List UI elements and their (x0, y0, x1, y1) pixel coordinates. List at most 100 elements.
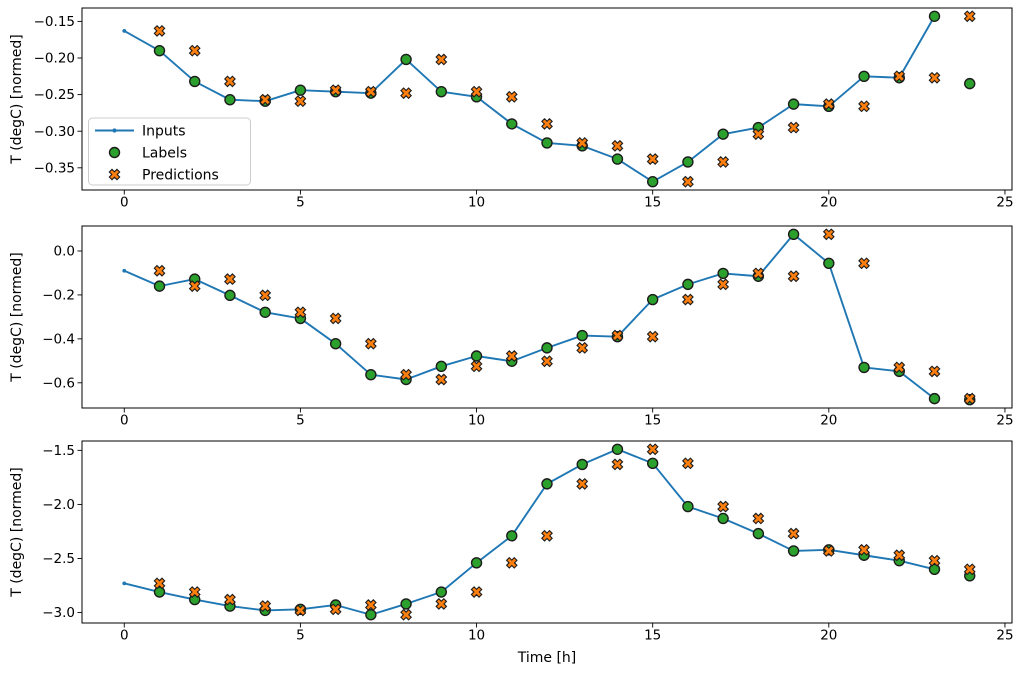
label-circle-marker (153, 586, 166, 598)
prediction-x-marker (400, 368, 413, 381)
prediction-x-marker (259, 93, 272, 106)
prediction-x-marker (435, 53, 448, 66)
legend-predictions-x (108, 168, 121, 181)
prediction-x-marker (188, 586, 201, 598)
prediction-x-marker (470, 85, 483, 98)
prediction-x-marker (646, 443, 659, 456)
label-circle-marker (787, 228, 800, 240)
prediction-x-marker (435, 597, 448, 610)
labels-scatter (153, 10, 976, 188)
x-axis-1: 0 5 10 15 20 25 (120, 408, 1014, 429)
prediction-x-marker (787, 121, 800, 134)
prediction-x-marker (822, 228, 835, 241)
x-tick-label: 25 (996, 628, 1013, 644)
x-tick-label: 10 (468, 413, 485, 429)
y-axis-label-subplot-0: T (degC) [normed] (9, 34, 25, 165)
inputs-line (122, 447, 937, 617)
prediction-x-marker (364, 599, 377, 611)
x-tick-label: 20 (820, 413, 837, 429)
y-tick-label: −3.0 (42, 605, 75, 621)
label-circle-marker (928, 392, 941, 405)
y-tick-label: −1.5 (42, 443, 75, 459)
prediction-x-marker (470, 586, 483, 598)
labels-scatter (153, 228, 976, 406)
prediction-x-marker (576, 477, 589, 490)
prediction-x-marker (400, 608, 413, 621)
x-tick-label: 10 (468, 628, 485, 644)
prediction-x-marker (541, 529, 553, 542)
predictions-scatter (153, 228, 976, 405)
y-tick-label: −0.20 (34, 51, 75, 67)
input-dot-marker (122, 268, 127, 273)
prediction-x-marker (294, 95, 307, 108)
labels-scatter (153, 443, 976, 621)
label-circle-marker (506, 118, 518, 130)
label-circle-marker (928, 10, 941, 22)
subplot-2: 0 5 10 15 20 25 −1.5 −2.0 −2.5 −3.0 (42, 440, 1014, 644)
prediction-x-marker (329, 312, 342, 325)
prediction-x-marker (893, 549, 906, 562)
label-circle-marker (787, 545, 800, 557)
prediction-x-marker (153, 24, 166, 37)
y-tick-label: −0.30 (34, 124, 75, 140)
prediction-x-marker (893, 70, 906, 83)
y-tick-label: −0.2 (42, 288, 75, 304)
label-circle-marker (682, 156, 694, 168)
label-circle-marker (858, 361, 870, 374)
prediction-x-marker (646, 330, 659, 343)
label-circle-marker (470, 557, 483, 569)
y-tick-label: −2.5 (42, 551, 75, 567)
prediction-x-marker (364, 85, 377, 98)
label-circle-marker (752, 527, 765, 540)
prediction-x-marker (294, 306, 307, 319)
legend: Inputs Labels Predictions (88, 117, 251, 186)
legend-item-label: Predictions (142, 167, 219, 183)
prediction-x-marker (963, 563, 976, 576)
x-tick-label: 0 (120, 195, 129, 211)
prediction-x-marker (611, 329, 624, 342)
prediction-x-marker (611, 139, 624, 152)
prediction-x-marker (224, 75, 236, 88)
label-circle-marker (435, 586, 448, 598)
y-axis-label-subplot-1: T (degC) [normed] (9, 252, 25, 383)
label-circle-marker (611, 443, 624, 455)
x-tick-label: 0 (120, 628, 129, 644)
prediction-x-marker (470, 360, 483, 373)
label-circle-marker (717, 267, 729, 280)
prediction-x-marker (858, 257, 870, 270)
y-tick-label: −0.6 (42, 375, 75, 391)
prediction-x-marker (611, 458, 624, 471)
x-tick-label: 25 (996, 413, 1013, 429)
label-circle-marker (259, 306, 271, 318)
prediction-x-marker (505, 556, 518, 569)
plot-area-frame (81, 7, 1013, 191)
prediction-x-marker (717, 156, 730, 168)
label-circle-marker (329, 337, 342, 350)
y-axis-2: −1.5 −2.0 −2.5 −3.0 (42, 443, 82, 621)
y-tick-label: −0.15 (34, 14, 75, 30)
prediction-x-marker (576, 341, 589, 354)
prediction-x-marker (858, 543, 870, 556)
prediction-x-marker (541, 117, 553, 130)
x-tick-label: 0 (120, 413, 129, 429)
label-circle-marker (506, 530, 518, 542)
inputs-path (123, 233, 936, 400)
x-tick-label: 15 (644, 628, 661, 644)
legend-inputs-dot (112, 128, 117, 133)
label-circle-marker (858, 70, 870, 83)
prediction-x-marker (893, 361, 906, 374)
input-dot-marker (122, 581, 127, 586)
prediction-x-marker (822, 98, 835, 111)
label-circle-marker (224, 94, 236, 106)
plot-root: 0 5 10 15 20 25−0.15−0.20−0.25−0.30−0.35Input… (34, 7, 1014, 644)
predictions-scatter (153, 10, 976, 188)
y-tick-label: −0.4 (42, 331, 75, 347)
x-tick-label: 5 (296, 195, 305, 211)
x-tick-label: 15 (644, 413, 661, 429)
prediction-x-marker (752, 512, 765, 525)
label-circle-marker (224, 289, 236, 302)
inputs-path (124, 448, 935, 616)
prediction-x-marker (294, 604, 307, 617)
x-axis-2: 0 5 10 15 20 25 (120, 623, 1014, 644)
